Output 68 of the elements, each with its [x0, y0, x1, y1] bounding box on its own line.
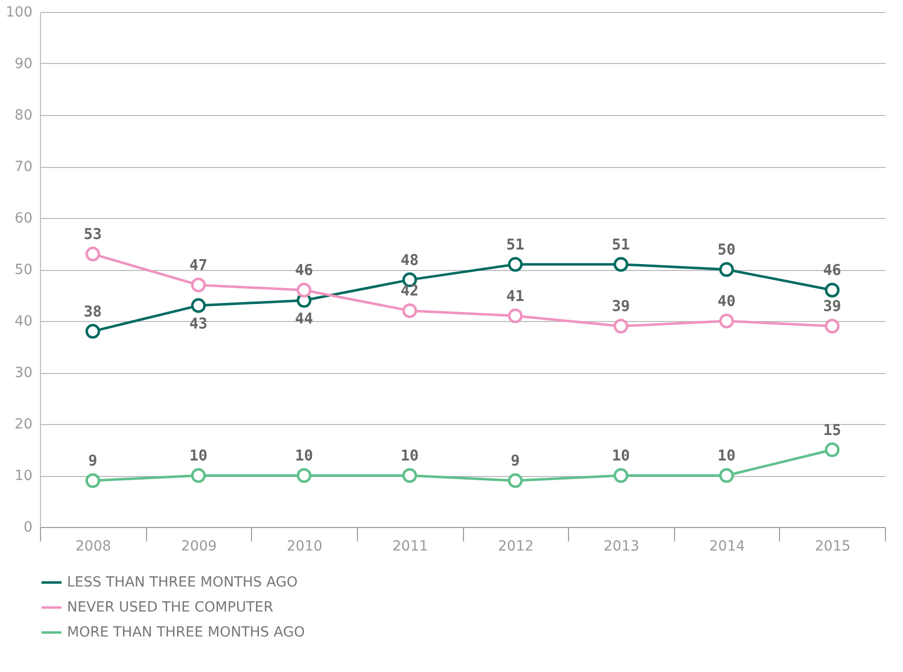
point	[296, 468, 312, 483]
point	[85, 246, 100, 262]
data-label: 39	[823, 297, 842, 316]
y-tick-label: 100	[6, 4, 32, 20]
data-label: 42	[400, 282, 419, 300]
point	[614, 318, 628, 334]
data-label: 43	[189, 314, 208, 333]
data-label: 10	[295, 446, 314, 464]
data-label: 41	[506, 286, 524, 305]
data-label: 48	[400, 250, 419, 269]
data-label: 10	[400, 446, 419, 464]
legend-label: LESS THAN THREE MONTHS AGO	[67, 574, 298, 590]
x-tick-label: 2010	[286, 538, 322, 554]
data-label: 39	[612, 297, 630, 316]
point	[508, 473, 523, 488]
point	[191, 468, 206, 483]
point	[85, 324, 100, 339]
point	[719, 262, 734, 277]
y-tick-label: 80	[14, 108, 32, 124]
y-tick-label: 70	[14, 159, 32, 175]
data-label: 9	[510, 452, 520, 470]
y-tick-label: 40	[14, 314, 32, 330]
x-tick-label: 2011	[392, 538, 428, 554]
x-tick-label: 2012	[498, 538, 534, 554]
point	[824, 442, 840, 458]
data-label: 46	[823, 261, 842, 280]
point	[508, 256, 523, 272]
point	[191, 298, 206, 313]
data-label: 47	[189, 256, 208, 274]
legend-label: NEVER USED THE COMPUTER	[67, 600, 274, 616]
y-tick-label: 20	[14, 416, 32, 432]
x-tick-label: 2015	[814, 538, 851, 554]
point	[719, 314, 734, 328]
data-label: 10	[612, 446, 630, 464]
point	[824, 318, 840, 334]
data-label: 38	[84, 302, 102, 320]
y-tick-label: 30	[14, 365, 32, 381]
point	[191, 278, 206, 292]
point	[614, 256, 628, 272]
legend-label: MORE THAN THREE MONTHS AGO	[67, 624, 305, 640]
data-label: 44	[295, 309, 314, 328]
data-label: 46	[295, 261, 314, 280]
data-label: 51	[612, 235, 630, 254]
data-label: 40	[718, 292, 736, 310]
x-tick-label: 2013	[604, 538, 640, 554]
data-label: 15	[823, 420, 842, 439]
point	[402, 468, 418, 483]
point	[614, 468, 628, 483]
point	[85, 473, 100, 488]
point	[296, 282, 312, 298]
data-label: 9	[88, 452, 98, 470]
y-tick-label: 90	[14, 56, 32, 72]
x-tick-label: 2009	[181, 538, 217, 554]
point	[402, 303, 418, 318]
data-label: 10	[718, 446, 736, 464]
point	[824, 282, 840, 298]
y-tick-label: 60	[14, 210, 32, 226]
point	[719, 468, 734, 483]
data-label: 10	[189, 446, 208, 464]
y-tick-label: 10	[14, 468, 32, 484]
y-tick-label: 50	[14, 262, 32, 278]
point	[508, 308, 523, 324]
y-tick-label: 0	[24, 520, 32, 536]
data-label: 51	[506, 235, 524, 254]
x-tick-label: 2008	[75, 538, 112, 554]
data-label: 50	[718, 240, 736, 258]
x-tick-label: 2014	[709, 538, 745, 554]
data-label: 53	[84, 225, 102, 244]
